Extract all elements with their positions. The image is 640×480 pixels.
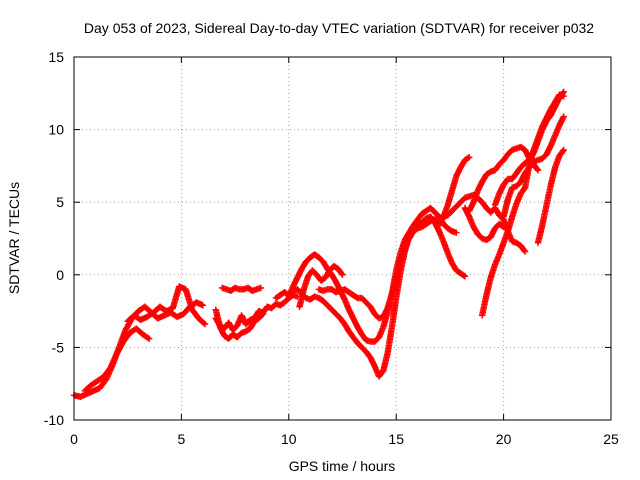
y-tick-label: -5 xyxy=(52,339,65,355)
series-5 xyxy=(219,284,265,294)
data-point-interp xyxy=(521,247,528,254)
y-tick-label: 15 xyxy=(48,49,64,65)
data-point xyxy=(466,153,473,161)
y-tick-label: -10 xyxy=(44,412,64,428)
data-point xyxy=(259,310,267,318)
series-13 xyxy=(478,184,529,319)
data-point-interp xyxy=(258,311,266,319)
data-point xyxy=(560,113,567,120)
x-tick-label: 20 xyxy=(496,431,512,447)
series-6 xyxy=(272,213,469,380)
plot-frame xyxy=(73,56,612,421)
series-2 xyxy=(124,283,209,328)
y-tick-label: 10 xyxy=(48,122,64,138)
data-point xyxy=(201,320,209,328)
data-point xyxy=(257,284,265,292)
data-point-interp xyxy=(460,272,468,279)
series-10 xyxy=(435,153,473,229)
data-point xyxy=(339,271,346,278)
series-1 xyxy=(81,325,153,395)
x-tick-label: 5 xyxy=(178,431,186,447)
data-point-interp xyxy=(464,154,472,162)
series-3 xyxy=(212,291,301,334)
data-point xyxy=(534,167,542,174)
data-point xyxy=(560,93,567,100)
series-8 xyxy=(296,262,346,310)
data-point xyxy=(521,248,529,255)
data-point-interp xyxy=(559,147,567,155)
series-16 xyxy=(521,91,567,191)
x-axis-label: GPS time / hours xyxy=(289,458,396,474)
y-tick-label: 5 xyxy=(56,194,64,210)
data-point xyxy=(453,229,460,236)
data-point xyxy=(500,223,507,231)
data-point xyxy=(560,146,567,154)
data-point xyxy=(461,273,469,280)
y-tick-label: 0 xyxy=(56,267,64,283)
data-point-interp xyxy=(144,334,152,342)
data-point-interp xyxy=(200,320,208,327)
x-tick-label: 0 xyxy=(70,431,78,447)
data-point-interp xyxy=(499,222,506,230)
y-axis-label: SDTVAR / TECUs xyxy=(6,182,22,294)
x-tick-label: 25 xyxy=(603,431,619,447)
grid xyxy=(74,57,611,420)
x-tick-label: 10 xyxy=(281,431,297,447)
series-11 xyxy=(461,204,507,244)
data-point-interp xyxy=(338,270,345,277)
chart-title: Day 053 of 2023, Sidereal Day-to-day VTE… xyxy=(84,20,594,36)
series-15 xyxy=(491,88,567,209)
data-point xyxy=(145,335,153,342)
data-point-interp xyxy=(533,165,541,173)
series-17 xyxy=(534,146,567,247)
x-tick-label: 15 xyxy=(388,431,404,447)
series-4 xyxy=(212,306,267,342)
data-point xyxy=(199,302,207,309)
axis-ticks: 0 5 10 15 20 25 -10 -5 0 5 10 15 xyxy=(44,49,619,447)
data-series xyxy=(70,88,567,400)
